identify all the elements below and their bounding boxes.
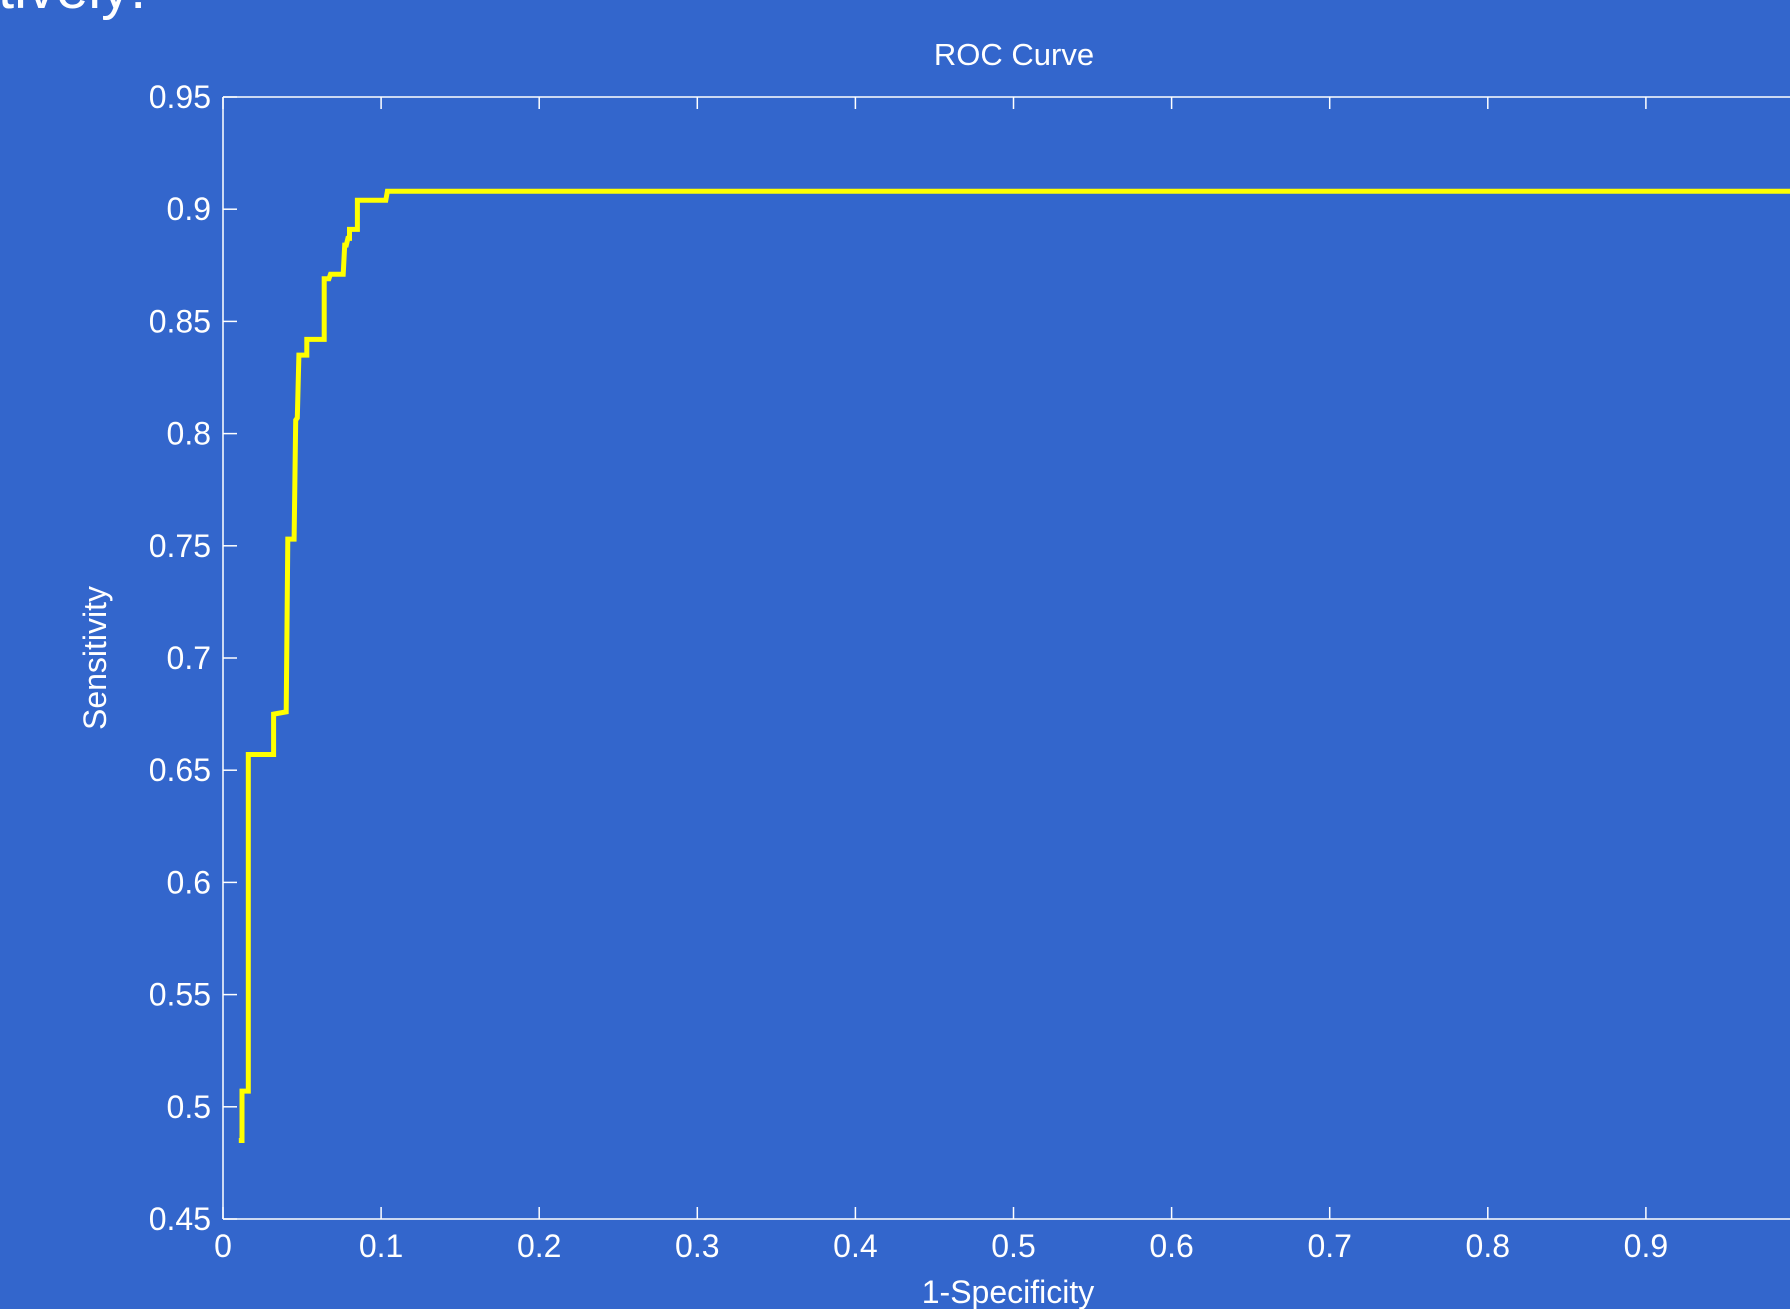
x-tick-label: 0.7 [1307,1228,1351,1264]
x-tick-label: 0.3 [675,1228,719,1264]
x-tick-label: 0.1 [359,1228,403,1264]
y-axis-label: Sensitivity [77,586,113,730]
y-tick-label: 0.45 [149,1201,211,1237]
y-tick-label: 0.85 [149,303,211,339]
x-tick-label: 0.4 [833,1228,877,1264]
chart-title: ROC Curve [934,37,1094,72]
y-tick-label: 0.5 [167,1089,211,1125]
y-tick-label: 0.8 [167,416,211,452]
x-tick-label: 0.5 [991,1228,1035,1264]
slide-title-fragment: tively: [0,0,146,18]
x-tick-label: 0.8 [1466,1228,1510,1264]
y-tick-label: 0.55 [149,977,211,1013]
y-tick-label: 0.9 [167,191,211,227]
x-tick-label: 0.2 [517,1228,561,1264]
x-tick-label: 0.6 [1149,1228,1193,1264]
x-axis-label: 1-Specificity [922,1274,1095,1309]
y-tick-label: 0.95 [149,79,211,115]
roc-series-line [238,188,1790,1143]
y-tick-label: 0.7 [167,640,211,676]
x-tick-label: 0.9 [1624,1228,1668,1264]
x-tick-label: 0 [214,1228,232,1264]
y-tick-label: 0.75 [149,528,211,564]
y-tick-label: 0.65 [149,752,211,788]
y-tick-label: 0.6 [167,864,211,900]
